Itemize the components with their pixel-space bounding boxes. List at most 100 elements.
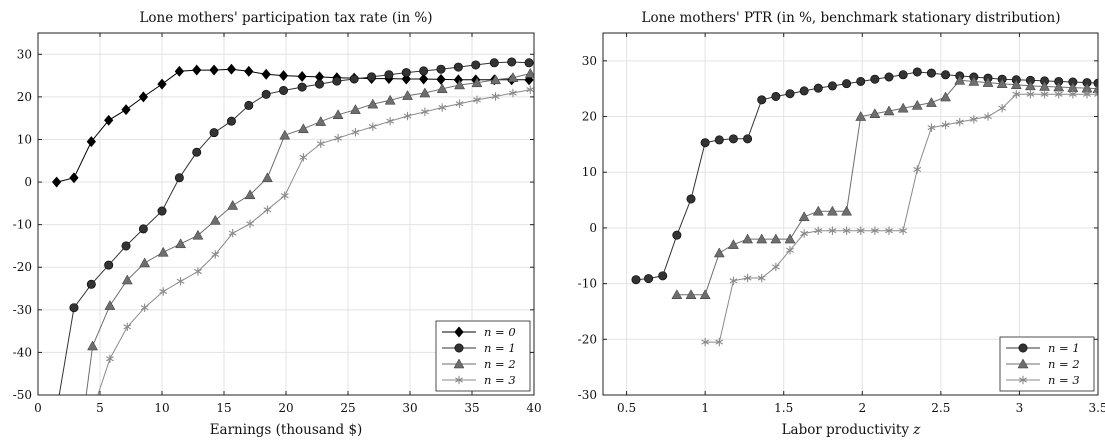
data-point xyxy=(138,91,149,103)
data-point xyxy=(1025,80,1036,91)
data-point xyxy=(770,233,782,244)
data-point xyxy=(897,102,909,113)
data-point xyxy=(927,123,936,132)
plot-frame xyxy=(602,32,1099,396)
x-tick-label: 3.5 xyxy=(1088,401,1105,415)
data-point xyxy=(489,58,499,68)
data-point xyxy=(686,194,696,204)
data-point xyxy=(209,128,219,138)
data-point xyxy=(784,233,796,244)
data-point xyxy=(419,87,431,98)
series-1 xyxy=(631,67,1098,285)
legend-label: n = 2 xyxy=(484,357,516,371)
data-point xyxy=(771,262,780,272)
series-layer xyxy=(631,67,1098,347)
data-point xyxy=(139,257,151,268)
data-point xyxy=(351,128,360,137)
data-point xyxy=(192,64,202,76)
data-point xyxy=(728,239,739,249)
data-point xyxy=(280,191,289,200)
x-axis-label: Labor productivity z xyxy=(782,422,922,438)
y-tick-label: 20 xyxy=(582,110,597,124)
data-point xyxy=(368,122,377,131)
data-point xyxy=(316,139,325,148)
y-tick-label: 30 xyxy=(17,47,32,61)
data-point xyxy=(827,205,838,216)
data-point xyxy=(192,147,202,157)
ptr-benchmark-chart: Lone mothers' PTR (in %, benchmark stati… xyxy=(578,10,1105,438)
data-point xyxy=(157,78,167,90)
data-point xyxy=(228,228,237,238)
data-point xyxy=(798,211,810,222)
data-point xyxy=(842,79,852,89)
data-point xyxy=(827,81,837,91)
data-point xyxy=(455,99,464,108)
data-point xyxy=(729,276,738,286)
data-point xyxy=(1054,90,1063,99)
y-tick-label: -30 xyxy=(578,388,597,402)
legend-entry: n = 2 xyxy=(442,357,516,371)
legend-label: n = 2 xyxy=(1048,357,1080,371)
legend-label: n = 3 xyxy=(1048,373,1080,387)
data-point xyxy=(86,136,96,148)
data-point xyxy=(384,94,396,105)
data-point xyxy=(297,70,307,82)
participation-tax-rate-chart: Lone mothers' participation tax rate (in… xyxy=(13,10,542,438)
legend-marker xyxy=(454,326,464,338)
data-point xyxy=(658,271,668,281)
legend-label: n = 3 xyxy=(484,373,516,387)
data-point xyxy=(69,172,79,184)
data-point xyxy=(315,116,327,126)
data-point xyxy=(403,111,412,121)
data-point xyxy=(701,337,710,347)
grid-lines xyxy=(37,33,535,396)
x-tick-label: 40 xyxy=(526,401,541,415)
data-point xyxy=(86,279,96,289)
data-point xyxy=(1092,83,1098,93)
series-3 xyxy=(701,90,1098,347)
data-point xyxy=(263,205,272,214)
x-tick-label: 2.5 xyxy=(931,401,950,415)
data-point xyxy=(209,214,221,225)
data-point xyxy=(786,246,794,255)
data-point xyxy=(278,70,289,82)
x-tick-label: 5 xyxy=(96,401,104,415)
data-point xyxy=(771,91,781,101)
data-point xyxy=(885,226,893,235)
data-point xyxy=(194,267,202,276)
series-line xyxy=(705,93,1098,343)
series-line xyxy=(56,68,529,183)
y-axis: -50 -40 -30 -20 -10 0 10 20 30 xyxy=(13,47,534,402)
data-point xyxy=(157,246,169,257)
data-point xyxy=(812,205,824,216)
data-point xyxy=(491,92,500,101)
data-point xyxy=(420,107,429,116)
data-point xyxy=(526,85,534,94)
data-point xyxy=(138,224,148,234)
legend-marker xyxy=(1019,375,1027,385)
data-point xyxy=(226,116,236,126)
data-point xyxy=(332,76,342,86)
data-point xyxy=(814,226,823,235)
x-tick-label: 35 xyxy=(464,401,479,415)
data-point xyxy=(912,67,922,77)
data-point xyxy=(941,120,950,130)
data-point xyxy=(984,112,992,121)
data-point xyxy=(121,274,133,285)
data-point xyxy=(471,77,483,88)
data-point xyxy=(297,82,307,92)
data-point xyxy=(742,233,753,244)
data-point xyxy=(176,277,185,286)
data-point xyxy=(314,79,324,89)
data-point xyxy=(828,226,837,235)
data-point xyxy=(419,66,429,76)
x-tick-label: 0.5 xyxy=(617,401,636,415)
data-point xyxy=(998,103,1007,113)
data-point xyxy=(685,289,697,300)
x-axis-label: Earnings (thousand $) xyxy=(210,422,363,438)
legend-entry: n = 3 xyxy=(442,373,516,387)
data-point xyxy=(350,104,361,114)
data-point xyxy=(700,138,710,148)
data-point xyxy=(743,134,753,144)
series-2 xyxy=(58,57,534,395)
